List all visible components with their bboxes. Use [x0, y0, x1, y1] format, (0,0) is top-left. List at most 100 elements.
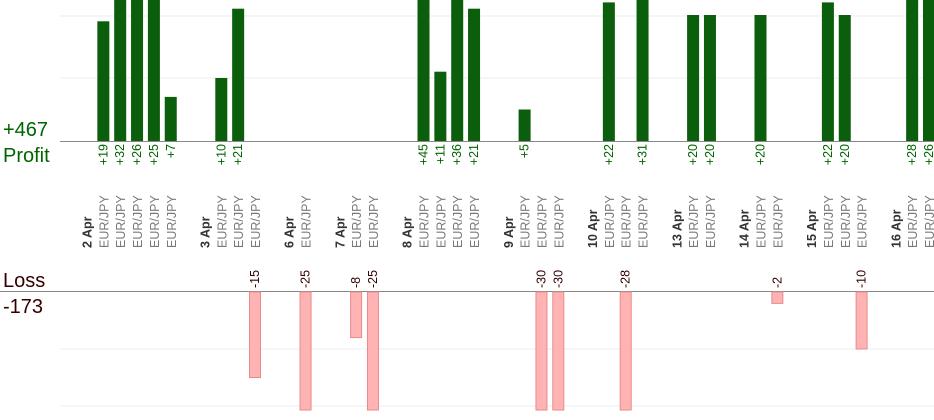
date-label: 13 Apr	[670, 209, 684, 248]
pair-label: EUR/JPY	[215, 195, 229, 248]
pair-label: EUR/JPY	[232, 195, 246, 248]
profit-bar	[602, 2, 615, 142]
profit-bar	[703, 15, 716, 141]
pair-label: EUR/JPY	[367, 195, 381, 248]
loss-bar	[350, 291, 363, 339]
profit-value-label: +19	[96, 144, 110, 165]
pair-label: EUR/JPY	[755, 195, 769, 248]
date-label: 7 Apr	[333, 216, 347, 248]
profit-value-label: +20	[754, 144, 768, 165]
profit-bar	[434, 71, 447, 141]
pair-label: EUR/JPY	[687, 195, 701, 248]
profit-value-label: +26	[922, 144, 934, 165]
loss-bar	[552, 291, 565, 411]
pair-label: EUR/JPY	[451, 195, 465, 248]
profit-value-label: +20	[703, 144, 717, 165]
profit-value-label: +20	[838, 144, 852, 165]
profit-bar	[923, 0, 934, 141]
loss-bar	[771, 291, 784, 304]
pair-label: EUR/JPY	[300, 195, 314, 248]
profit-value-label: +21	[231, 144, 245, 165]
date-label: 10 Apr	[586, 209, 600, 248]
loss-bar	[249, 291, 261, 378]
pair-label: EUR/JPY	[468, 195, 482, 248]
pair-label: EUR/JPY	[839, 195, 853, 248]
pair-label: EUR/JPY	[822, 195, 836, 248]
profit-value-label: +5	[518, 144, 532, 158]
profit-bar	[215, 78, 228, 141]
pair-label: EUR/JPY	[418, 195, 432, 248]
profit-value-label: +10	[214, 144, 228, 165]
date-label: 16 Apr	[889, 209, 903, 248]
profit-bar	[417, 0, 430, 141]
date-label: 6 Apr	[283, 216, 297, 248]
loss-bar	[535, 291, 548, 411]
loss-bar	[855, 291, 868, 350]
pair-label: EUR/JPY	[620, 195, 634, 248]
profit-bar	[131, 0, 144, 141]
profit-value-label: +25	[147, 144, 161, 165]
loss-bar	[366, 291, 379, 411]
profit-value-label: +32	[113, 144, 127, 165]
date-label: 3 Apr	[198, 216, 212, 248]
profit-value-label: +21	[467, 144, 481, 165]
pair-label: EUR/JPY	[131, 195, 145, 248]
pair-label: EUR/JPY	[434, 195, 448, 248]
pair-label: EUR/JPY	[552, 195, 566, 248]
date-label: 9 Apr	[502, 216, 516, 248]
pair-label: EUR/JPY	[704, 195, 718, 248]
profit-bar	[518, 109, 531, 141]
loss-label: Loss	[3, 270, 46, 292]
pair-label: EUR/JPY	[603, 195, 617, 248]
profit-bar	[114, 0, 127, 141]
profit-value-label: +11	[433, 144, 447, 164]
profit-bar	[451, 0, 464, 141]
pair-label: EUR/JPY	[535, 195, 549, 248]
pair-label: EUR/JPY	[923, 195, 934, 248]
pair-label: EUR/JPY	[519, 195, 533, 248]
date-label: 14 Apr	[738, 209, 752, 248]
profit-bar	[468, 8, 481, 142]
profit-value-label: +20	[686, 144, 700, 165]
pair-label: EUR/JPY	[148, 195, 162, 248]
profit-value-label: +22	[821, 144, 835, 165]
loss-bar	[299, 291, 312, 411]
profit-value-label: +45	[417, 144, 431, 165]
date-label: 8 Apr	[401, 216, 415, 248]
pair-label: EUR/JPY	[906, 195, 920, 248]
profit-total: +467	[3, 119, 49, 141]
profit-value-label: +26	[130, 144, 144, 165]
profit-value-label: +7	[164, 144, 178, 158]
pair-label: EUR/JPY	[856, 195, 870, 248]
profit-bar	[636, 0, 649, 141]
pair-label: EUR/JPY	[249, 195, 263, 248]
loss-value-label: -30	[551, 270, 565, 288]
loss-value-label: -30	[534, 270, 548, 288]
profit-bar	[97, 21, 110, 141]
profit-value-label: +22	[602, 144, 616, 165]
profit-bar	[147, 0, 160, 141]
loss-value-label: -28	[619, 270, 633, 288]
loss-value-label: -8	[349, 277, 363, 288]
profit-bar	[906, 0, 919, 141]
loss-value-label: -25	[299, 270, 313, 288]
loss-bar	[619, 291, 632, 411]
profit-value-label: +28	[905, 144, 919, 165]
profit-bar	[687, 15, 700, 141]
profit-value-label: +36	[450, 144, 464, 165]
profit-label: Profit	[3, 145, 50, 167]
profit-bar	[821, 2, 834, 142]
pair-label: EUR/JPY	[97, 195, 111, 248]
pair-label: EUR/JPY	[771, 195, 785, 248]
pair-label: EUR/JPY	[114, 195, 128, 248]
loss-value-label: -25	[366, 270, 380, 288]
profit-bar	[232, 8, 245, 142]
pair-label: EUR/JPY	[637, 195, 651, 248]
date-label: 15 Apr	[805, 209, 819, 248]
profit-bar	[838, 15, 851, 141]
loss-value-label: -10	[855, 270, 869, 288]
pair-label: EUR/JPY	[165, 195, 179, 248]
loss-total: -173	[3, 296, 44, 318]
profit-bar	[164, 96, 177, 141]
